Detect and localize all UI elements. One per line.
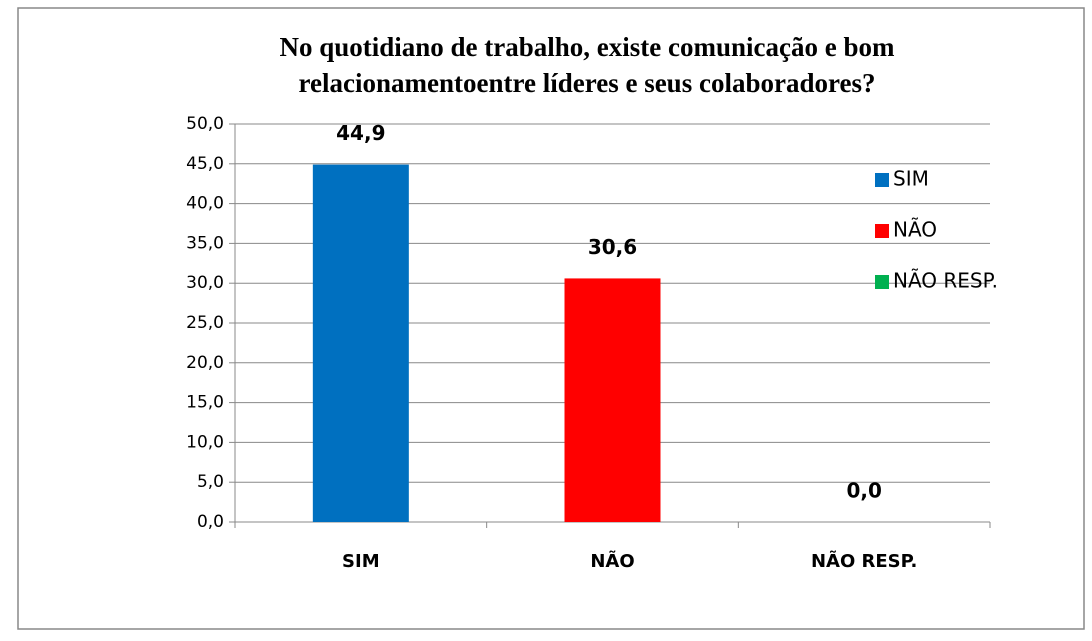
x-tick-label: NÃO RESP. bbox=[811, 549, 917, 572]
legend-label: SIM bbox=[893, 167, 929, 191]
x-tick-label: SIM bbox=[342, 551, 380, 572]
y-tick-label: 15,0 bbox=[186, 393, 224, 413]
y-tick-label: 25,0 bbox=[186, 313, 224, 333]
y-tick-label: 0,0 bbox=[197, 512, 224, 532]
chart-title: relacionamentoentre líderes e seus colab… bbox=[299, 68, 876, 98]
x-tick-label: NÃO bbox=[590, 549, 634, 572]
y-tick-label: 20,0 bbox=[186, 353, 224, 373]
bar bbox=[564, 278, 661, 522]
legend-swatch bbox=[875, 275, 889, 289]
y-tick-label: 5,0 bbox=[197, 472, 224, 492]
y-tick-label: 30,0 bbox=[186, 273, 224, 293]
value-label: 0,0 bbox=[846, 479, 881, 503]
chart-frame bbox=[17, 7, 1085, 630]
bar bbox=[312, 164, 409, 522]
legend-swatch bbox=[875, 224, 889, 238]
value-label: 44,9 bbox=[336, 121, 385, 145]
y-tick-label: 35,0 bbox=[186, 233, 224, 253]
y-tick-label: 40,0 bbox=[186, 194, 224, 214]
y-tick-label: 10,0 bbox=[186, 432, 224, 452]
y-tick-label: 45,0 bbox=[186, 154, 224, 174]
legend-label: NÃO RESP. bbox=[893, 269, 998, 293]
legend-swatch bbox=[875, 173, 889, 187]
legend-label: NÃO bbox=[893, 218, 937, 242]
chart-title: No quotidiano de trabalho, existe comuni… bbox=[279, 32, 895, 62]
value-label: 30,6 bbox=[588, 235, 637, 259]
y-tick-label: 50,0 bbox=[186, 114, 224, 134]
